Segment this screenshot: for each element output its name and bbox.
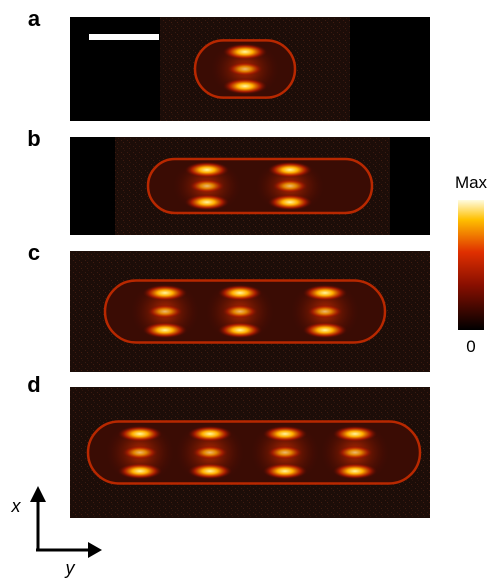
lobe-spot — [188, 463, 232, 479]
lobe-spot — [192, 446, 228, 460]
lobe-spot — [303, 322, 347, 338]
lobe-spot — [263, 426, 307, 442]
panel: d — [27, 372, 430, 518]
lobe-spot — [337, 446, 373, 460]
lobe-spot — [218, 322, 262, 338]
lobe-spot — [118, 463, 162, 479]
lobe-spot — [118, 426, 162, 442]
figure: a b c d Max 0 x y — [0, 0, 490, 578]
panel: a — [28, 6, 430, 121]
lobe-spot — [122, 446, 158, 460]
lobe-spot — [218, 285, 262, 301]
lobe-spot — [303, 285, 347, 301]
lobe-spot — [189, 179, 225, 193]
lobe-spot — [272, 179, 308, 193]
panels: a b c d — [27, 6, 430, 518]
lobe-spot — [268, 194, 312, 210]
colorbar — [458, 200, 484, 330]
panel-label: a — [28, 6, 41, 31]
lobe-spot — [222, 305, 258, 319]
lobe-spot — [333, 463, 377, 479]
lobe-spot — [188, 426, 232, 442]
lobe-spot — [263, 463, 307, 479]
lobe-spot — [333, 426, 377, 442]
panel-label: b — [27, 126, 40, 151]
lobe-spot — [147, 305, 183, 319]
y-axis-label: y — [64, 558, 76, 578]
panel: c — [28, 240, 430, 372]
lobe-spot — [223, 78, 267, 94]
lobe-spot — [307, 305, 343, 319]
scale-bar — [89, 34, 159, 40]
lobe-spot — [267, 446, 303, 460]
lobe-spot — [268, 162, 312, 178]
lobe-spot — [185, 162, 229, 178]
x-axis-label: x — [11, 496, 22, 516]
lobe-spot — [143, 285, 187, 301]
panel-label: d — [27, 372, 40, 397]
panel: b — [27, 126, 430, 235]
lobe-spot — [185, 194, 229, 210]
lobe-spot — [143, 322, 187, 338]
colorbar-max: Max — [455, 173, 488, 192]
lobe-spot — [223, 44, 267, 60]
lobe-spot — [227, 62, 263, 76]
colorbar-min: 0 — [466, 337, 475, 356]
panel-label: c — [28, 240, 40, 265]
